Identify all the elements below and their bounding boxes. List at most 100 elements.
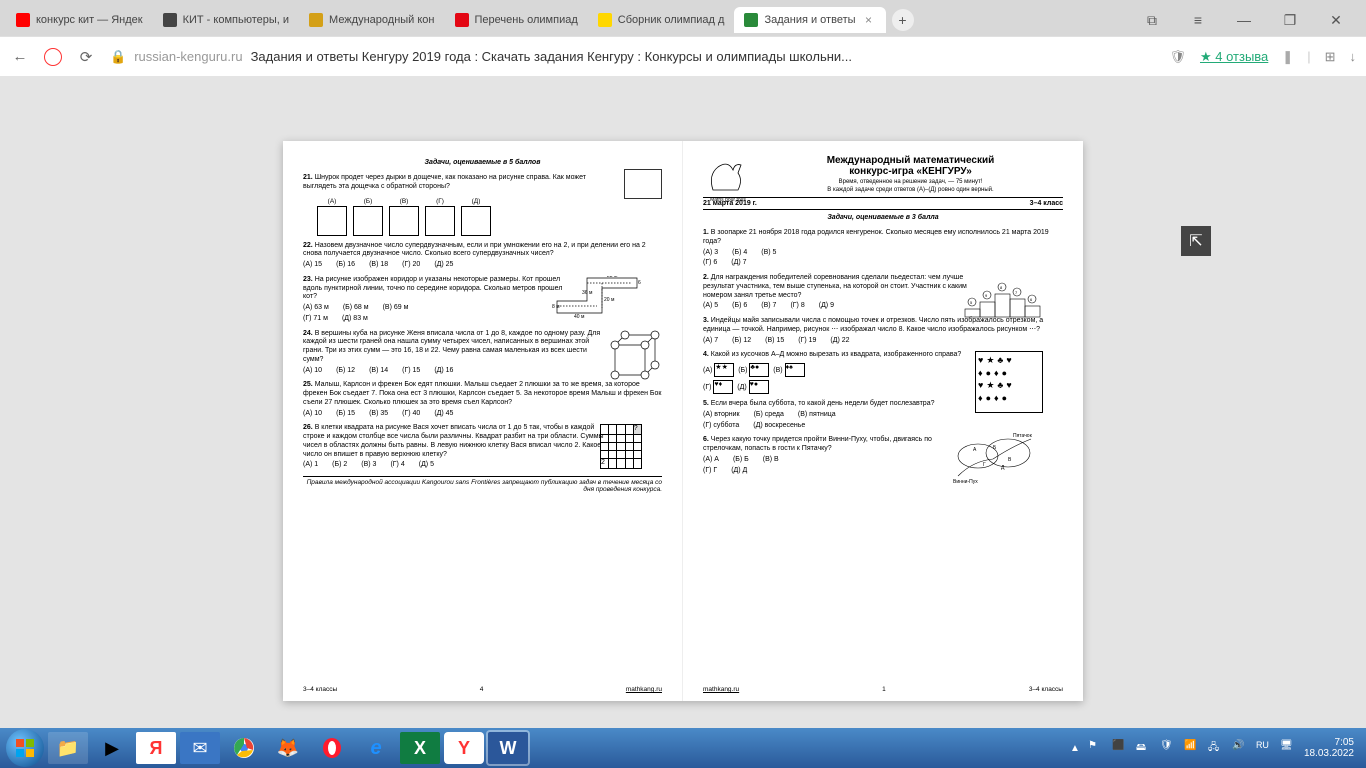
back-button[interactable]: ← (10, 47, 30, 67)
tray-icon[interactable]: 🖧 (1208, 740, 1224, 756)
new-tab-button[interactable]: + (892, 9, 914, 31)
lang-icon[interactable]: RU (1256, 740, 1272, 756)
svg-text:5: 5 (970, 300, 973, 305)
tab-perechen[interactable]: Перечень олимпиад (445, 7, 588, 33)
ie-icon[interactable]: e (356, 732, 396, 764)
popout-icon[interactable]: ⇱ (1181, 226, 1211, 256)
system-tray: ▲ ⚑ ⬛ 🖴 🛡 📶 🖧 🔊 RU 🖥 7:05 18.03.2022 (1070, 737, 1360, 759)
document-viewer: ⇱ Задачи, оцениваемые в 5 баллов 21. Шну… (0, 76, 1366, 728)
svg-text:36 м: 36 м (582, 290, 593, 296)
date-grade-bar: 21 марта 2019 г.3–4 класс (703, 197, 1063, 210)
question-3: 3. Индейцы майя записывали числа с помощ… (703, 317, 1063, 345)
media-player-icon[interactable]: ▶ (92, 732, 132, 764)
close-window-icon[interactable]: ✕ (1322, 12, 1350, 29)
excel-icon[interactable]: X (400, 732, 440, 764)
contest-title-2: конкурс-игра «КЕНГУРУ» (758, 166, 1063, 177)
word-icon[interactable]: W (488, 732, 528, 764)
menu-icon[interactable]: ≡ (1184, 12, 1212, 29)
document-page: Задачи, оцениваемые в 5 баллов 21. Шнуро… (283, 141, 1083, 701)
firefox-icon[interactable]: 🦊 (268, 732, 308, 764)
svg-text:Б: Б (993, 445, 997, 451)
yandex-browser-icon[interactable]: Y (444, 732, 484, 764)
tab-label: Перечень олимпиад (475, 14, 578, 26)
page-footer: mathkang.ru13–4 классы (703, 686, 1063, 693)
svg-text:В: В (1008, 457, 1012, 463)
tab-label: Международный кон (329, 14, 434, 26)
maximize-icon[interactable]: ❐ (1276, 12, 1304, 29)
svg-text:8: 8 (1000, 285, 1003, 290)
q21-figure (624, 169, 662, 199)
tray-icon[interactable]: 🛡 (1160, 740, 1176, 756)
tray-icon[interactable]: 📶 (1184, 740, 1200, 756)
kangaroo-logo: Maths pour tous (703, 155, 753, 195)
toolbar-right: 🛡 ★ 4 отзыва ❚ | ⊞ ↓ (1169, 49, 1356, 65)
question-6: 6. Через какую точку придется пройти Вин… (703, 436, 1063, 475)
svg-text:40 м: 40 м (574, 314, 585, 318)
reload-button[interactable]: ⟳ (76, 47, 96, 67)
tab-mezhdunarodny[interactable]: Международный кон (299, 7, 444, 33)
address-bar-row: ← ⟳ 🔒 russian-kenguru.ru Задания и ответ… (0, 36, 1366, 76)
svg-text:6 м: 6 м (638, 280, 642, 286)
tray-icon[interactable]: ⬛ (1112, 740, 1128, 756)
lock-icon: 🔒 (110, 49, 126, 65)
tab-label: конкурс кит — Яндек (36, 14, 143, 26)
q4-figure: ♥★♣♥♦●♦●♥★♣♥♦●♦● (975, 351, 1043, 413)
yandex-home-icon[interactable] (44, 48, 62, 66)
option-box (425, 206, 455, 236)
q6-figure: Пятачок Винни-Пух АБВГД (953, 431, 1043, 481)
tray-icon[interactable]: ⚑ (1088, 740, 1104, 756)
panels-icon[interactable]: ⧉ (1138, 12, 1166, 29)
extensions-icon[interactable]: ⊞ (1325, 49, 1336, 65)
reviews-link[interactable]: ★ 4 отзыва (1200, 49, 1268, 65)
tab-yandex-search[interactable]: конкурс кит — Яндек (6, 7, 153, 33)
tab-sbornik[interactable]: Сборник олимпиад д (588, 7, 735, 33)
svg-text:Пятачок: Пятачок (1013, 433, 1033, 439)
q26-figure: ?2 (600, 424, 642, 469)
chrome-icon[interactable] (224, 732, 264, 764)
question-22: 22. Назовем двузначное число супердвузна… (303, 242, 662, 270)
page-right: Maths pour tous Международный математиче… (683, 141, 1083, 701)
section-title: Задачи, оцениваемые в 5 баллов (303, 159, 662, 166)
question-24: 24. В вершины куба на рисунке Женя вписа… (303, 330, 662, 376)
question-4: 4. Какой из кусочков А–Д можно вырезать … (703, 351, 1063, 394)
q2-figure: 59876 (963, 274, 1043, 319)
rules-note: Правила международной ассоциации Kangour… (303, 476, 662, 493)
close-icon[interactable]: × (862, 13, 876, 27)
tab-label: Задания и ответы (764, 14, 855, 26)
option-box (317, 206, 347, 236)
url-domain: russian-kenguru.ru (134, 49, 242, 64)
explorer-icon[interactable]: 📁 (48, 732, 88, 764)
downloads-icon[interactable]: ↓ (1350, 49, 1357, 64)
start-button[interactable] (6, 729, 44, 767)
svg-text:Д: Д (1001, 465, 1005, 471)
svg-text:Г: Г (983, 462, 986, 468)
svg-text:Винни-Пух: Винни-Пух (953, 479, 978, 485)
taskbar: 📁 ▶ Я ✉ 🦊 e X Y W ▲ ⚑ ⬛ 🖴 🛡 📶 🖧 🔊 RU 🖥 7… (0, 728, 1366, 768)
tab-active[interactable]: Задания и ответы × (734, 7, 885, 33)
question-23: 23. На рисунке изображен коридор и указа… (303, 276, 662, 324)
tray-icon[interactable]: 🖴 (1136, 740, 1152, 756)
bookmark-icon[interactable]: ❚ (1282, 49, 1293, 65)
clock[interactable]: 7:05 18.03.2022 (1304, 737, 1360, 759)
svg-text:А: А (973, 447, 977, 453)
q21-options: (А) (Б) (В) (Г) (Д) (317, 198, 662, 236)
tray-up-icon[interactable]: ▲ (1070, 743, 1080, 754)
page-left: Задачи, оцениваемые в 5 баллов 21. Шнуро… (283, 141, 683, 701)
tab-kit[interactable]: КИТ - компьютеры, и (153, 7, 299, 33)
messenger-icon[interactable]: ✉ (180, 732, 220, 764)
shield-icon[interactable]: 🛡 (1169, 49, 1186, 65)
taskbar-apps: 📁 ▶ Я ✉ 🦊 e X Y W (48, 732, 528, 764)
question-2: 2. Для награждения победителей соревнова… (703, 274, 1063, 311)
url-bar[interactable]: 🔒 russian-kenguru.ru Задания и ответы Ке… (110, 49, 1155, 65)
q24-figure (607, 330, 662, 380)
volume-icon[interactable]: 🔊 (1232, 740, 1248, 756)
yandex-icon[interactable]: Я (136, 732, 176, 764)
minimize-icon[interactable]: — (1230, 12, 1258, 29)
opera-icon[interactable] (312, 732, 352, 764)
question-21: 21. Шнурок продет через дырки в дощечке,… (303, 174, 662, 192)
page-footer: 3–4 классы4mathkang.ru (303, 686, 662, 693)
tray-icon[interactable]: 🖥 (1280, 740, 1296, 756)
svg-text:6: 6 (1030, 297, 1033, 302)
tab-label: Сборник олимпиад д (618, 14, 725, 26)
browser-chrome: конкурс кит — Яндек КИТ - компьютеры, и … (0, 0, 1366, 76)
